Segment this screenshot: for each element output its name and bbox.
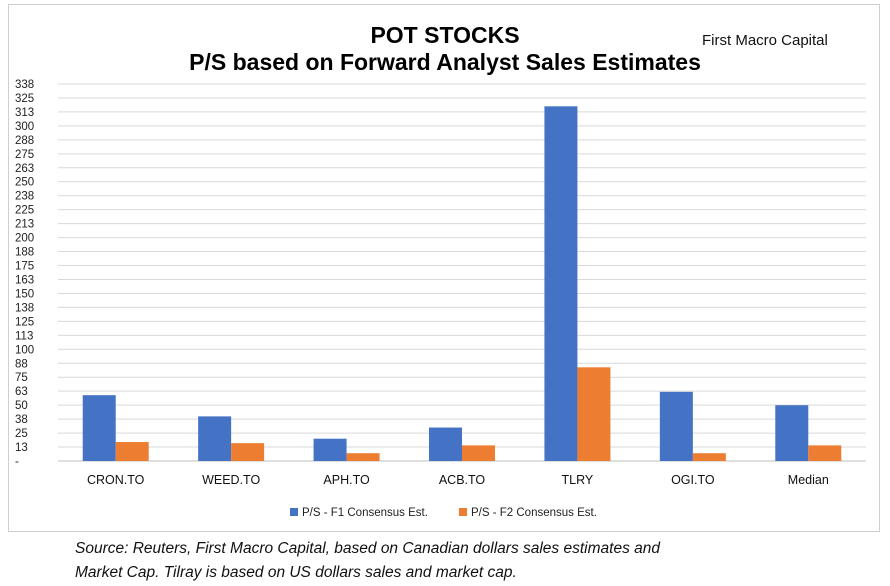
chart-title: POT STOCKS — [370, 22, 519, 48]
chart-frame: POT STOCKS P/S based on Forward Analyst … — [8, 4, 880, 532]
bar-chart: POT STOCKS P/S based on Forward Analyst … — [15, 22, 866, 519]
watermark-label: First Macro Capital — [702, 32, 828, 49]
y-tick-label: 25 — [15, 428, 28, 440]
y-tick-label: 100 — [15, 344, 34, 356]
caption-line-1: Source: Reuters, First Macro Capital, ba… — [75, 540, 660, 557]
x-tick-label: APH.TO — [323, 473, 370, 487]
y-tick-label: 250 — [15, 177, 34, 189]
y-tick-label: 275 — [15, 149, 34, 161]
y-tick-label: 138 — [15, 302, 34, 314]
bar-f2 — [692, 453, 726, 461]
bar-f2 — [231, 443, 265, 461]
bar-f2 — [346, 453, 380, 461]
y-tick-label: 150 — [15, 288, 34, 300]
y-tick-label: 163 — [15, 274, 34, 286]
x-axis-ticks: CRON.TO WEED.TO APH.TO ACB.TO TLRY OGI.TO Medi… — [87, 473, 829, 487]
y-tick-label: 113 — [15, 330, 33, 342]
y-tick-label: 313 — [15, 107, 34, 119]
legend-swatch — [290, 508, 298, 516]
y-tick-label: 175 — [15, 261, 34, 273]
y-tick-label: 188 — [15, 247, 34, 259]
bar-f2 — [577, 367, 611, 461]
bar-f1 — [429, 427, 462, 461]
bars — [82, 106, 842, 462]
x-tick-label: WEED.TO — [202, 473, 260, 487]
bar-f1 — [659, 391, 693, 461]
caption-line-2: Market Cap. Tilray is based on US dollar… — [75, 564, 517, 581]
bar-f1 — [82, 395, 116, 461]
x-tick-label: OGI.TO — [671, 473, 715, 487]
chart-subtitle: P/S based on Forward Analyst Sales Estim… — [189, 49, 701, 75]
y-tick-label: 75 — [15, 372, 28, 384]
y-tick-label: 88 — [15, 358, 28, 370]
y-tick-label: 125 — [15, 316, 34, 328]
legend: P/S - F1 Consensus Est. P/S - F2 Consensu… — [290, 507, 597, 519]
y-tick-label: 38 — [15, 414, 28, 426]
bar-f1 — [544, 106, 578, 462]
y-tick-label: 225 — [15, 205, 34, 217]
bar-f2 — [808, 445, 842, 461]
y-tick-label: 50 — [15, 400, 28, 412]
bar-f1 — [198, 416, 232, 461]
legend-label: P/S - F1 Consensus Est. — [302, 507, 428, 519]
x-tick-label: ACB.TO — [439, 473, 486, 487]
y-tick-label: 213 — [15, 219, 34, 231]
gridlines — [58, 83, 866, 462]
bar-f2 — [115, 442, 149, 461]
y-tick-label: 300 — [15, 121, 34, 133]
y-tick-label: 63 — [15, 386, 28, 398]
y-tick-label: 13 — [15, 442, 28, 454]
y-tick-label: - — [15, 456, 19, 468]
source-caption: Source: Reuters, First Macro Capital, ba… — [75, 537, 875, 585]
x-tick-label: CRON.TO — [87, 473, 145, 487]
y-tick-label: 263 — [15, 163, 34, 175]
bar-f2 — [462, 445, 495, 461]
legend-swatch — [459, 508, 467, 516]
y-tick-label: 200 — [15, 233, 34, 245]
y-tick-label: 338 — [15, 79, 34, 91]
bar-f1 — [775, 405, 809, 461]
bar-f1 — [313, 438, 347, 461]
y-tick-label: 325 — [15, 93, 34, 105]
legend-label: P/S - F2 Consensus Est. — [471, 507, 597, 519]
x-tick-label: Median — [788, 473, 829, 487]
y-tick-label: 238 — [15, 191, 34, 203]
x-tick-label: TLRY — [562, 473, 594, 487]
y-tick-label: 288 — [15, 135, 34, 147]
